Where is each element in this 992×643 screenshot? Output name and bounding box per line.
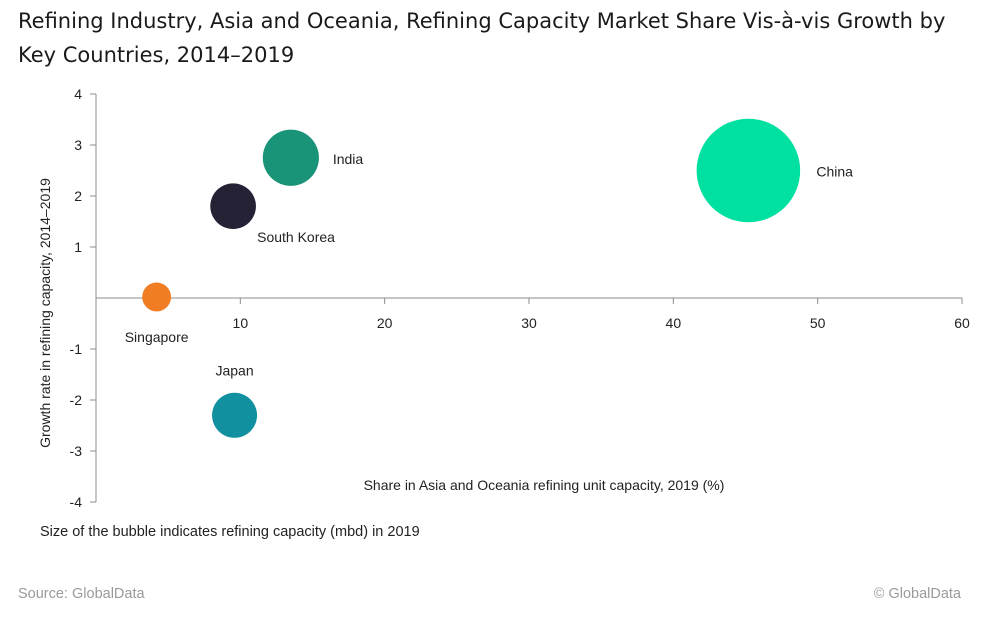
bubble-label-india: India <box>333 151 364 167</box>
bubble-singapore <box>142 282 172 312</box>
y-tick-label: -1 <box>70 341 83 357</box>
x-tick-label: 20 <box>377 315 393 331</box>
bubble-india <box>262 129 319 186</box>
x-axis-title: Share in Asia and Oceania refining unit … <box>364 477 725 493</box>
y-tick-label: 2 <box>74 188 82 204</box>
copyright-note: © GlobalData <box>873 586 961 602</box>
x-tick-label: 10 <box>233 315 249 331</box>
y-tick-label: -3 <box>70 443 83 459</box>
bubble-china <box>696 118 801 223</box>
y-tick-label: 4 <box>74 86 82 102</box>
chart-bubbles <box>142 118 801 438</box>
y-axis-title: Growth rate in refining capacity, 2014–2… <box>37 178 53 448</box>
bubble-label-japan: Japan <box>215 362 253 378</box>
bubble-label-singapore: Singapore <box>125 329 189 345</box>
y-tick-label: -4 <box>70 494 83 510</box>
chart-labels: China India South Korea Singapore Japan <box>125 151 853 379</box>
x-tick-label: 60 <box>954 315 970 331</box>
y-tick-label: 3 <box>74 137 82 153</box>
y-tick-label: 1 <box>74 239 82 255</box>
bubble-japan <box>212 392 258 438</box>
chart-axes: 4 3 2 1 -1 -2 -3 -4 10 20 30 40 50 60 Share in Asia an… <box>37 86 970 510</box>
x-tick-label: 50 <box>810 315 826 331</box>
x-tick-label: 40 <box>666 315 682 331</box>
chart-footnote: Size of the bubble indicates refining ca… <box>40 524 420 540</box>
x-tick-label: 30 <box>521 315 537 331</box>
bubble-label-china: China <box>816 164 853 180</box>
y-tick-label: -2 <box>70 392 83 408</box>
source-note: Source: GlobalData <box>18 586 145 602</box>
bubble-south-korea <box>210 183 256 230</box>
chart-title: Refining Industry, Asia and Oceania, Ref… <box>18 9 946 67</box>
bubble-label-south-korea: South Korea <box>257 229 335 245</box>
